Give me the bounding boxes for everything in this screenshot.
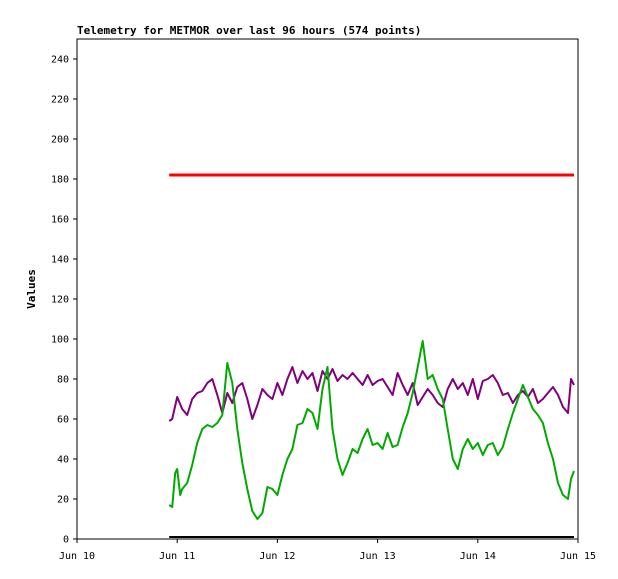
y-tick-label: 160 <box>51 215 69 226</box>
x-tick-label: Jun 11 <box>159 551 195 562</box>
x-tick-label: Jun 15 <box>560 551 596 562</box>
y-tick-label: 20 <box>57 495 69 506</box>
y-tick-label: 120 <box>51 295 69 306</box>
plot-frame <box>76 38 579 540</box>
y-tick-label: 240 <box>51 55 69 66</box>
y-tick-label: 0 <box>63 535 69 546</box>
x-axis: Jun 10 Jun 11 Jun 12 Jun 13 Jun 14 Jun 15 <box>59 539 596 562</box>
y-tick-label: 80 <box>57 375 69 386</box>
y-axis: 0 20 40 60 80 100 120 140 160 180 200 220 240 <box>51 55 77 546</box>
y-tick-label: 60 <box>57 415 69 426</box>
y-tick-label: 40 <box>57 455 69 466</box>
series-line-3 <box>168 340 575 520</box>
x-tick-label: Jun 14 <box>460 551 496 562</box>
y-tick-label: 180 <box>51 175 69 186</box>
y-tick-label: 140 <box>51 255 69 266</box>
x-tick-label: Jun 12 <box>259 551 295 562</box>
y-tick-label: 220 <box>51 95 69 106</box>
y-tick-label: 200 <box>51 135 69 146</box>
chart-title: Telemetry for METMOR over last 96 hours … <box>77 24 422 37</box>
x-tick-label: Jun 13 <box>360 551 396 562</box>
y-axis-label: Values <box>25 269 38 309</box>
series-layer <box>168 173 575 538</box>
series-line-2 <box>168 366 575 422</box>
x-tick-label: Jun 10 <box>59 551 95 562</box>
y-tick-label: 100 <box>51 335 69 346</box>
